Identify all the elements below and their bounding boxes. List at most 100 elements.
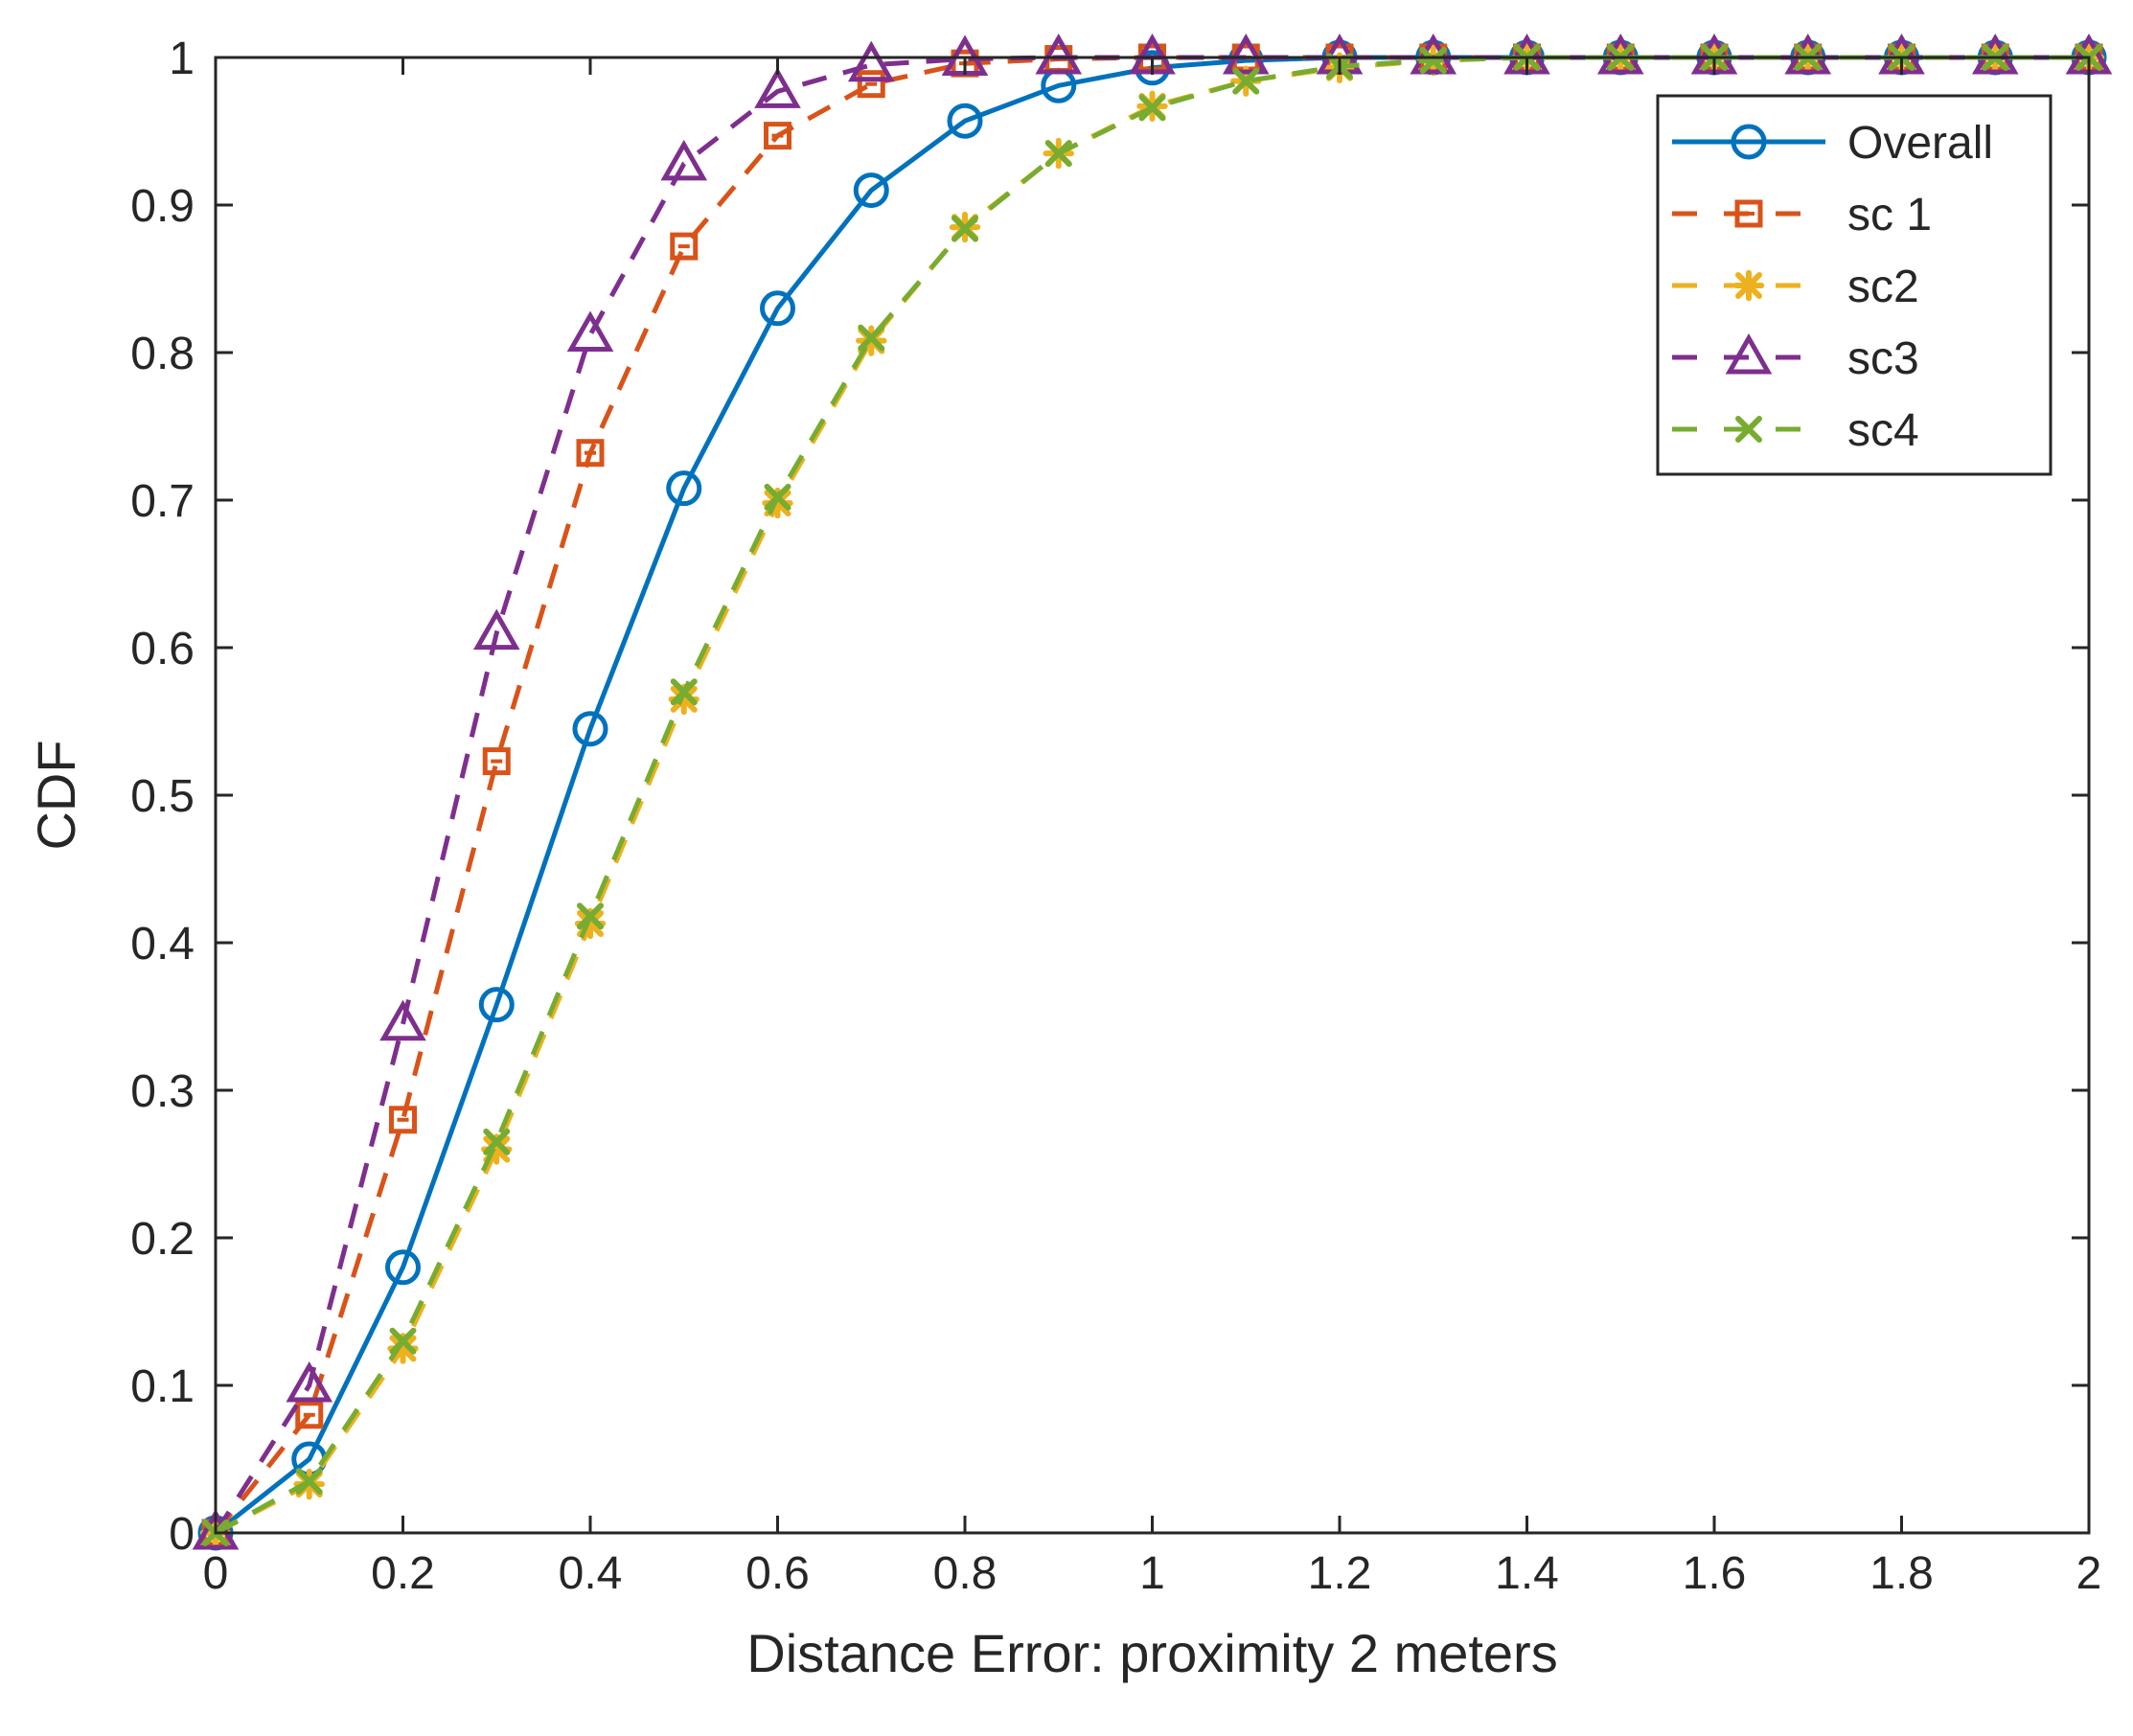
series-overall-point-3 [478, 987, 515, 1023]
legend-entry-sc1: sc 1 [1672, 190, 1932, 240]
legend-box [1656, 94, 2053, 476]
series-sc1-point-3-shape [482, 747, 511, 776]
legend-entry-overall-marker [1731, 124, 1767, 160]
x-axis-label: Distance Error: proximity 2 meters [746, 1623, 1557, 1683]
series-sc1-point-1-shape [295, 1401, 324, 1429]
series-sc3-point-6-shape [754, 67, 801, 108]
series-sc3-point-6 [754, 67, 801, 108]
series-overall-point-4-shape [572, 711, 608, 747]
series-sc1-point-7-shape [857, 70, 885, 99]
legend-entry-sc1-marker-inner [1743, 212, 1755, 216]
y-tick-label-5: 0.5 [130, 771, 195, 822]
series-sc1-point-6-shape [764, 122, 791, 150]
series-overall-point-7 [853, 172, 889, 209]
x-tick-label-3: 0.6 [745, 1548, 810, 1599]
series-sc3-point-7-shape [847, 40, 895, 82]
series-sc4-point-3 [483, 1128, 511, 1155]
series-sc1-point-2-inner [397, 1117, 409, 1122]
x-tick-label-0: 0 [203, 1548, 229, 1599]
series-sc3-point-0-shape [192, 1508, 240, 1550]
series-sc1-point-3-inner [491, 759, 503, 764]
legend-entry-sc1-label: sc 1 [1847, 190, 1932, 240]
y-tick-label-4: 0.4 [130, 919, 195, 970]
legend-entry-sc4-label: sc4 [1847, 405, 1919, 456]
legend-entry-sc3-marker [1725, 332, 1773, 375]
series-sc3-point-5 [660, 139, 708, 181]
series-overall-point-3-shape [478, 987, 515, 1023]
y-tick-label-8: 0.8 [130, 329, 195, 379]
series-sc4-point-10 [1138, 94, 1166, 122]
series-sc4-point-9 [1044, 140, 1072, 168]
series-sc4-point-3-stroke-1 [483, 1128, 511, 1155]
series-sc1-point-2-shape [389, 1106, 417, 1134]
series-sc4-point-11 [1232, 67, 1260, 95]
series-sc1-point-5-inner [677, 244, 690, 249]
legend-entry-sc3-marker-shape [1725, 332, 1773, 375]
series-sc1-point-5-shape [670, 232, 699, 261]
axes-layer: 0 0.2 0.4 0.6 0.8 1 1.2 1.4 1.6 1.8 2 0 0.1 0.2 0.3 0.4… [26, 34, 2101, 1683]
series-sc1-point-4-shape [576, 439, 605, 468]
legend-entry-sc4-marker-stroke-1 [1735, 416, 1762, 443]
series-overall-point-4 [572, 711, 608, 747]
series-sc3-point-1-shape [286, 1360, 333, 1403]
y-tick-label-6: 0.6 [130, 624, 195, 674]
x-tick-label-7: 1.4 [1495, 1548, 1559, 1599]
series-sc1-point-1-inner [303, 1412, 315, 1417]
series-sc3-point-0 [192, 1508, 240, 1550]
series-sc4-point-13 [1419, 47, 1447, 75]
series-sc1-point-7-inner [865, 81, 878, 86]
series-overall-point-8 [947, 103, 983, 139]
series-overall-point-7-shape [853, 172, 889, 209]
series-overall-point-8-shape [947, 103, 983, 139]
series-sc4-point-10-stroke-1 [1138, 94, 1166, 122]
series-overall-point-2-shape [385, 1249, 421, 1286]
series-sc1-point-6-inner [771, 133, 784, 138]
x-tick-label-10: 2 [2076, 1548, 2102, 1599]
legend-entry-sc2-marker [1732, 269, 1765, 302]
y-axis-label: CDF [26, 740, 86, 850]
series-sc4-point-7 [858, 324, 885, 352]
legend-entry-sc2-label: sc2 [1847, 262, 1919, 312]
x-tick-label-8: 1.6 [1683, 1548, 1747, 1599]
series-sc1-point-5 [670, 232, 699, 261]
series-sc1-point-1 [295, 1401, 324, 1429]
series-sc4-point-6-stroke-1 [764, 483, 791, 511]
series-sc3-point-9-shape [1035, 33, 1083, 75]
x-tick-label-1: 0.2 [371, 1548, 435, 1599]
y-tick-label-3: 0.3 [130, 1066, 195, 1117]
series-sc4-point-11-stroke-1 [1232, 67, 1260, 95]
series-sc3-point-7 [847, 40, 895, 82]
series-overall-point-6 [760, 290, 795, 327]
series-sc3-point-1 [286, 1360, 333, 1403]
series-sc3-point-4 [566, 310, 614, 353]
legend-entry-sc2: sc2 [1672, 262, 1919, 312]
legend-entry-overall-label: Overall [1847, 118, 1993, 169]
series-sc4-point-7-stroke-1 [858, 324, 885, 352]
series-sc4-point-13-stroke-1 [1419, 47, 1447, 75]
series-sc3-point-11 [1222, 33, 1270, 75]
legend-entry-overall-marker-shape [1731, 124, 1767, 160]
series-sc3-point-13-shape [1410, 33, 1457, 75]
legend-entry-sc1-marker [1734, 199, 1763, 228]
y-tick-label-0: 0 [169, 1509, 195, 1560]
legend-entry-sc4-marker [1735, 416, 1762, 443]
series-sc1-point-4-inner [585, 450, 596, 455]
series-sc1-point-2 [389, 1106, 417, 1134]
series-sc1-point-6 [764, 122, 791, 150]
series-sc4-point-1-stroke-1 [295, 1468, 323, 1496]
legend-entry-sc4: sc4 [1672, 405, 1919, 456]
y-tick-label-10: 1 [169, 34, 195, 84]
series-sc3-point-2-shape [379, 999, 426, 1041]
series-sc3-point-3 [472, 608, 520, 651]
x-tick-label-6: 1.2 [1308, 1548, 1372, 1599]
legend: Overall sc 1 sc2 sc3 sc4 [1656, 94, 2053, 476]
series-sc3-point-5-shape [660, 139, 708, 181]
series-overall-point-5 [666, 470, 702, 507]
series-sc4-point-5 [670, 678, 698, 706]
series-sc1-point-4 [576, 439, 605, 468]
legend-entry-overall: Overall [1672, 118, 1993, 169]
y-tick-label-7: 0.7 [130, 476, 195, 527]
series-overall-point-6-shape [760, 290, 795, 327]
series-sc3-point-13 [1410, 33, 1457, 75]
